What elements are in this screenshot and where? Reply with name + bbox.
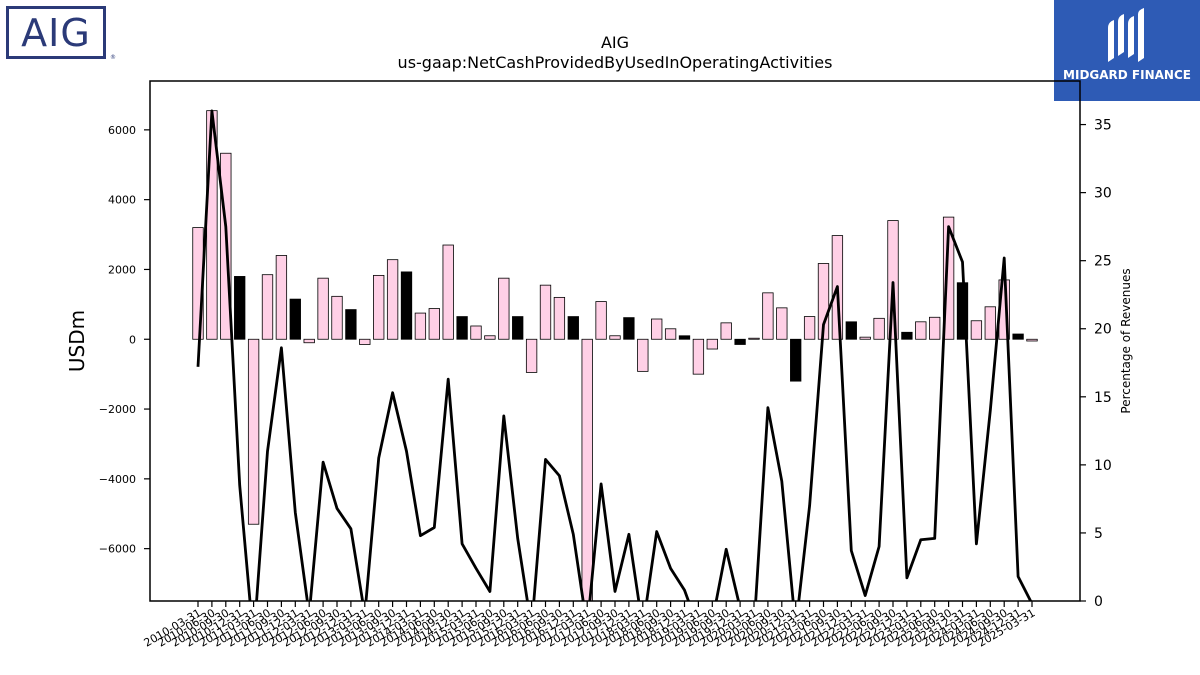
bar-2024-06-30: [984, 306, 996, 340]
bar-2018-06-30: [651, 318, 663, 340]
bar-2016-06-30: [539, 284, 552, 340]
right-y-axis: 0 5 10 15 20 25 30 35: [1080, 118, 1112, 610]
bar-2022-03-31: [859, 336, 871, 340]
bar-2024-03-31: [970, 320, 983, 340]
y2-tick-label: 20: [1094, 322, 1112, 338]
chart-subtitle: us-gaap:NetCashProvidedByUsedInOperating…: [398, 53, 833, 72]
y-tick-label: −2000: [99, 403, 136, 416]
aig-logo: AIG: [6, 6, 106, 59]
bar-2014-06-30: [428, 308, 440, 340]
bar-2011-12-31: [289, 298, 301, 340]
y-tick-label: 4000: [108, 194, 136, 207]
bar-2012-09-30: [331, 295, 343, 340]
bar-2013-03-31: [359, 338, 371, 345]
midgard-m-icon: [1108, 8, 1144, 62]
bar-2019-03-31: [692, 338, 705, 375]
bar-series: [192, 110, 1038, 601]
bar-2014-12-31: [456, 316, 468, 340]
bar-2018-03-31: [637, 338, 649, 372]
bar-2020-09-30: [776, 307, 788, 340]
bar-2010-12-31: [234, 276, 246, 340]
y2-tick-label: 10: [1094, 458, 1112, 474]
bar-2023-09-30: [942, 216, 955, 340]
bar-2014-03-31: [414, 312, 427, 340]
line-series-layer: [196, 109, 1033, 601]
bar-2018-12-31: [678, 335, 691, 340]
bar-2017-09-30: [609, 335, 621, 340]
bar-2012-03-31: [303, 338, 315, 344]
bar-2023-03-31: [915, 321, 927, 340]
midgard-finance-logo: MIDGARD FINANCE: [1054, 0, 1200, 101]
midgard-finance-wordmark: MIDGARD FINANCE: [1063, 68, 1191, 82]
bar-2013-12-31: [400, 271, 413, 340]
aig-logo-registered-mark: ®: [110, 54, 116, 61]
bar-2022-12-31: [901, 331, 913, 340]
bar-2020-12-31: [790, 338, 802, 382]
bar-2020-03-31: [748, 337, 760, 340]
y-tick-label: 2000: [108, 263, 136, 276]
bar-2019-06-30: [706, 338, 718, 350]
bar-2025-03-31: [1026, 338, 1038, 342]
bar-2016-03-31: [525, 338, 538, 373]
bar-2011-03-31: [247, 338, 260, 525]
bar-2017-06-30: [595, 301, 607, 340]
y-axis-label: USDm: [65, 310, 89, 372]
y-tick-label: −6000: [99, 543, 136, 556]
bar-2019-12-31: [734, 338, 746, 345]
y-tick-label: 0: [129, 333, 136, 346]
y2-tick-label: 5: [1094, 526, 1103, 542]
bar-2023-06-30: [929, 316, 941, 340]
bar-2019-09-30: [720, 322, 732, 340]
plot-frame: [149, 80, 1081, 602]
bar-2021-12-31: [845, 321, 857, 340]
bar-2018-09-30: [664, 328, 677, 340]
y2-axis-label: Percentage of Revenues: [1119, 268, 1133, 413]
bar-2017-12-31: [623, 317, 635, 340]
bar-2013-06-30: [373, 274, 385, 340]
bar-2024-12-31: [1012, 333, 1024, 340]
chart-title: AIG: [601, 33, 629, 52]
bar-2022-09-30: [887, 220, 899, 340]
bar-2015-03-31: [470, 325, 482, 340]
y2-tick-label: 35: [1094, 118, 1112, 134]
y-tick-label: −4000: [99, 473, 136, 486]
percentage-of-revenues-line: [196, 109, 1033, 601]
y2-tick-label: 15: [1094, 390, 1112, 406]
bar-2011-06-30: [261, 274, 274, 340]
y2-tick-label: 30: [1094, 186, 1112, 202]
bar-2013-09-30: [386, 259, 399, 340]
bar-2016-12-31: [567, 316, 579, 340]
y2-tick-label: 25: [1094, 254, 1112, 270]
bar-2011-09-30: [275, 255, 288, 340]
x-axis: 2010-03-312010-06-302010-09-302010-12-31…: [142, 601, 1038, 650]
y-tick-label: 6000: [108, 124, 136, 137]
aig-logo-text: AIG: [21, 10, 91, 55]
bar-2021-03-31: [803, 316, 816, 340]
bar-2020-06-30: [762, 292, 774, 340]
bar-2015-09-30: [498, 277, 510, 340]
bar-2022-06-30: [873, 317, 885, 340]
bar-2016-09-30: [553, 296, 566, 340]
bar-2012-06-30: [317, 277, 329, 340]
bar-2017-03-31: [581, 338, 593, 601]
bar-2012-12-31: [345, 309, 357, 340]
left-y-axis: −6000 −4000 −2000 0 2000 4000 6000: [99, 124, 150, 556]
y2-tick-label: 0: [1094, 594, 1103, 610]
bar-2015-06-30: [484, 335, 496, 340]
bar-2015-12-31: [512, 316, 524, 340]
bar-2014-09-30: [442, 244, 454, 340]
